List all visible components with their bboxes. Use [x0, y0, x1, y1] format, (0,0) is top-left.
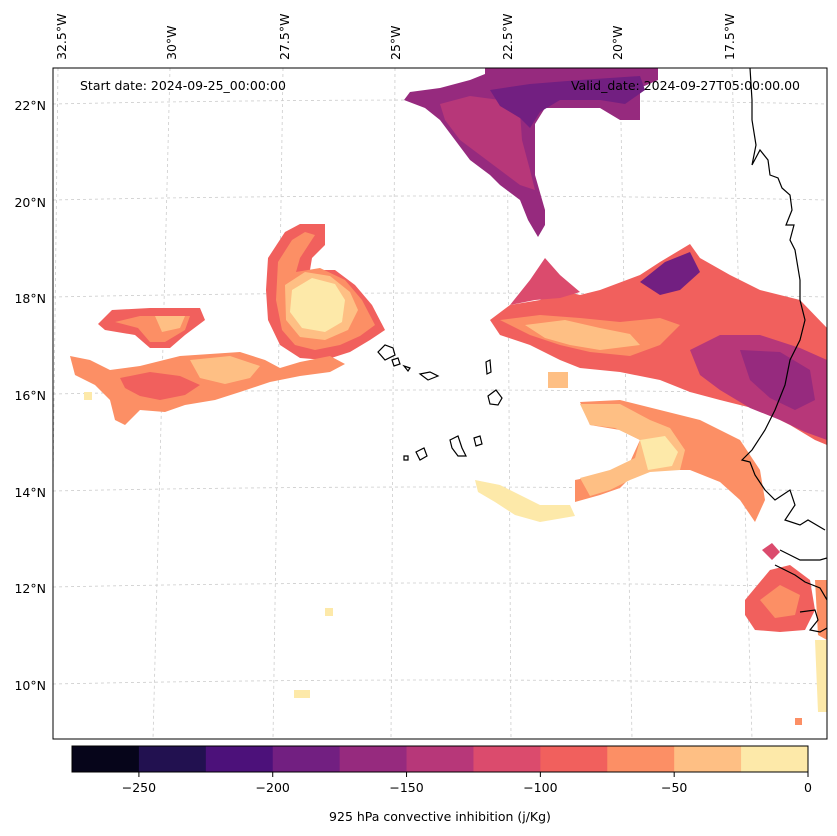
meridian-22-5w	[506, 68, 512, 739]
contour-east-band-purple	[640, 252, 700, 295]
contour-east-band-core	[740, 350, 815, 410]
colorbar-ticks: −250 −200 −150 −100 −50 0	[122, 772, 812, 795]
colorbar: −250 −200 −150 −100 −50 0 925 hPa convective …	[71, 745, 812, 824]
colorbar-label: 925 hPa convective inhibition (j/Kg)	[329, 809, 551, 824]
parallel-12n	[53, 582, 827, 588]
lon-label-22-5w: 22.5°W	[500, 14, 515, 60]
cin-contours	[70, 68, 827, 725]
island-maio	[473, 435, 483, 447]
map-frame	[52, 67, 828, 740]
colorbar-tick-label: −150	[389, 780, 423, 795]
contour-coast-far-pale	[815, 640, 827, 712]
contour-west-arc-dark	[120, 372, 200, 400]
contour-south-tail	[475, 480, 575, 522]
colorbar-tick-label: −250	[122, 780, 156, 795]
latitude-labels: 22°N 20°N 18°N 16°N 14°N 12°N 10°N	[14, 98, 46, 693]
colorbar-segment	[138, 746, 207, 772]
colorbar-segment	[473, 746, 541, 772]
parallel-18n	[53, 292, 827, 298]
colorbar-tick-label: −200	[256, 780, 290, 795]
colorbar-segment	[540, 746, 608, 772]
contour-speck-5	[548, 372, 568, 388]
island-sao-vicente	[391, 357, 401, 367]
contour-west-arc-light	[190, 356, 260, 384]
lat-label-10n: 10°N	[14, 678, 46, 693]
island-santo-antao	[377, 344, 396, 361]
colorbar-segment	[339, 746, 408, 772]
meridian-17-5w	[731, 68, 753, 739]
island-brava	[403, 455, 409, 461]
parallel-10n	[53, 679, 827, 685]
colorbar-segment	[72, 746, 140, 772]
lon-label-17-5w: 17.5°W	[722, 14, 737, 60]
parallel-20n	[53, 195, 827, 201]
island-boa-vista	[487, 389, 503, 406]
lon-label-25w: 25°W	[388, 25, 403, 60]
colorbar-segment	[674, 746, 742, 772]
island-santa-luzia	[402, 364, 411, 373]
contour-west-ring-core	[290, 278, 345, 332]
lon-label-30w: 30°W	[164, 25, 179, 60]
coastlines	[377, 68, 827, 633]
longitude-labels: 32.5°W 30°W 27.5°W 25°W 22.5°W 20°W 17.5…	[54, 14, 737, 60]
contour-south-arc-pale	[580, 404, 685, 496]
contour-north-band-inner	[490, 76, 645, 128]
lon-label-20w: 20°W	[610, 25, 625, 60]
colorbar-segment	[272, 746, 341, 772]
island-sal	[485, 359, 492, 375]
lat-label-14n: 14°N	[14, 485, 46, 500]
colorbar-segment	[741, 746, 809, 772]
lat-label-20n: 20°N	[14, 195, 46, 210]
contour-speck-2	[294, 690, 310, 698]
island-sao-nicolau	[418, 371, 440, 381]
lat-label-22n: 22°N	[14, 98, 46, 113]
lat-label-12n: 12°N	[14, 581, 46, 596]
lon-label-32-5w: 32.5°W	[54, 14, 69, 60]
colorbar-segment	[205, 746, 274, 772]
contour-coast-south-light	[760, 585, 800, 618]
contour-west-blob-core	[155, 316, 185, 332]
contour-speck-1	[325, 608, 333, 616]
lat-label-18n: 18°N	[14, 291, 46, 306]
contour-south-arc-core	[640, 436, 678, 470]
valid-date-annotation: Valid_date: 2024-09-27T05:00:00.00	[571, 78, 800, 93]
contour-speck-3	[795, 718, 802, 725]
contour-small-red	[762, 543, 780, 560]
colorbar-tick-label: −50	[661, 780, 687, 795]
africa-coastline	[740, 68, 827, 633]
colorbar-segments	[72, 746, 809, 772]
meridian-25w	[390, 68, 396, 739]
contour-east-band-pale	[525, 320, 640, 350]
colorbar-frame	[71, 745, 809, 773]
contour-speck-4	[84, 392, 92, 400]
parallel-14n	[53, 486, 827, 492]
island-fogo	[415, 447, 428, 461]
lat-label-16n: 16°N	[14, 388, 46, 403]
colorbar-segment	[406, 746, 474, 772]
start-date-annotation: Start date: 2024-09-25_00:00:00	[80, 78, 286, 93]
contour-west-arc-outer	[70, 352, 345, 425]
island-santiago	[449, 435, 467, 457]
contour-north-band-mid	[440, 96, 535, 190]
meridian-20w	[619, 68, 633, 739]
parallel-22n	[53, 99, 827, 105]
meridian-30w	[152, 68, 171, 739]
contour-east-band-red	[510, 258, 580, 305]
colorbar-tick-label: −100	[523, 780, 557, 795]
meridian-27-5w	[272, 68, 284, 739]
colorbar-tick-label: 0	[804, 780, 812, 795]
lon-label-27-5w: 27.5°W	[277, 14, 292, 60]
colorbar-segment	[607, 746, 675, 772]
